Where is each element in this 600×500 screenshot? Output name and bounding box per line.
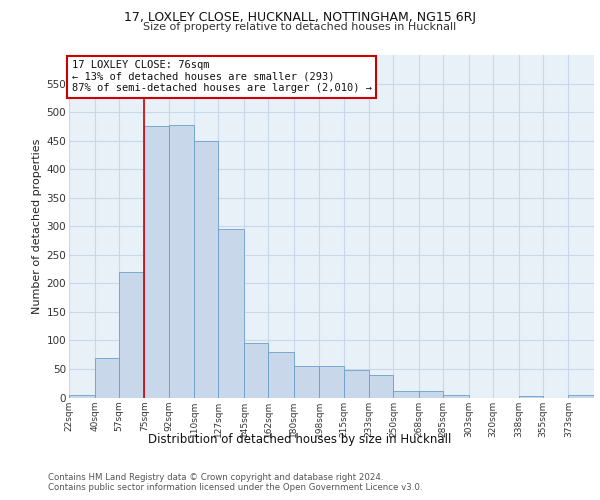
Bar	[119, 272, 145, 398]
Text: Size of property relative to detached houses in Hucknall: Size of property relative to detached ho…	[143, 22, 457, 32]
Bar	[294, 366, 319, 398]
Bar	[145, 126, 169, 398]
Bar	[344, 370, 369, 398]
Bar	[244, 344, 268, 398]
Bar	[419, 390, 443, 398]
Bar	[268, 352, 294, 398]
Bar	[518, 396, 543, 398]
Text: Distribution of detached houses by size in Hucknall: Distribution of detached houses by size …	[148, 432, 452, 446]
Text: 17 LOXLEY CLOSE: 76sqm
← 13% of detached houses are smaller (293)
87% of semi-de: 17 LOXLEY CLOSE: 76sqm ← 13% of detached…	[71, 60, 371, 94]
Bar	[369, 374, 394, 398]
Bar	[194, 140, 218, 398]
Bar	[568, 394, 594, 398]
Text: 17, LOXLEY CLOSE, HUCKNALL, NOTTINGHAM, NG15 6RJ: 17, LOXLEY CLOSE, HUCKNALL, NOTTINGHAM, …	[124, 12, 476, 24]
Bar	[319, 366, 344, 398]
Bar	[95, 358, 119, 398]
Bar	[443, 395, 469, 398]
Y-axis label: Number of detached properties: Number of detached properties	[32, 138, 43, 314]
Text: Contains HM Land Registry data © Crown copyright and database right 2024.
Contai: Contains HM Land Registry data © Crown c…	[48, 472, 422, 492]
Bar	[69, 394, 95, 398]
Bar	[169, 124, 194, 398]
Bar	[218, 229, 244, 398]
Bar	[394, 390, 419, 398]
